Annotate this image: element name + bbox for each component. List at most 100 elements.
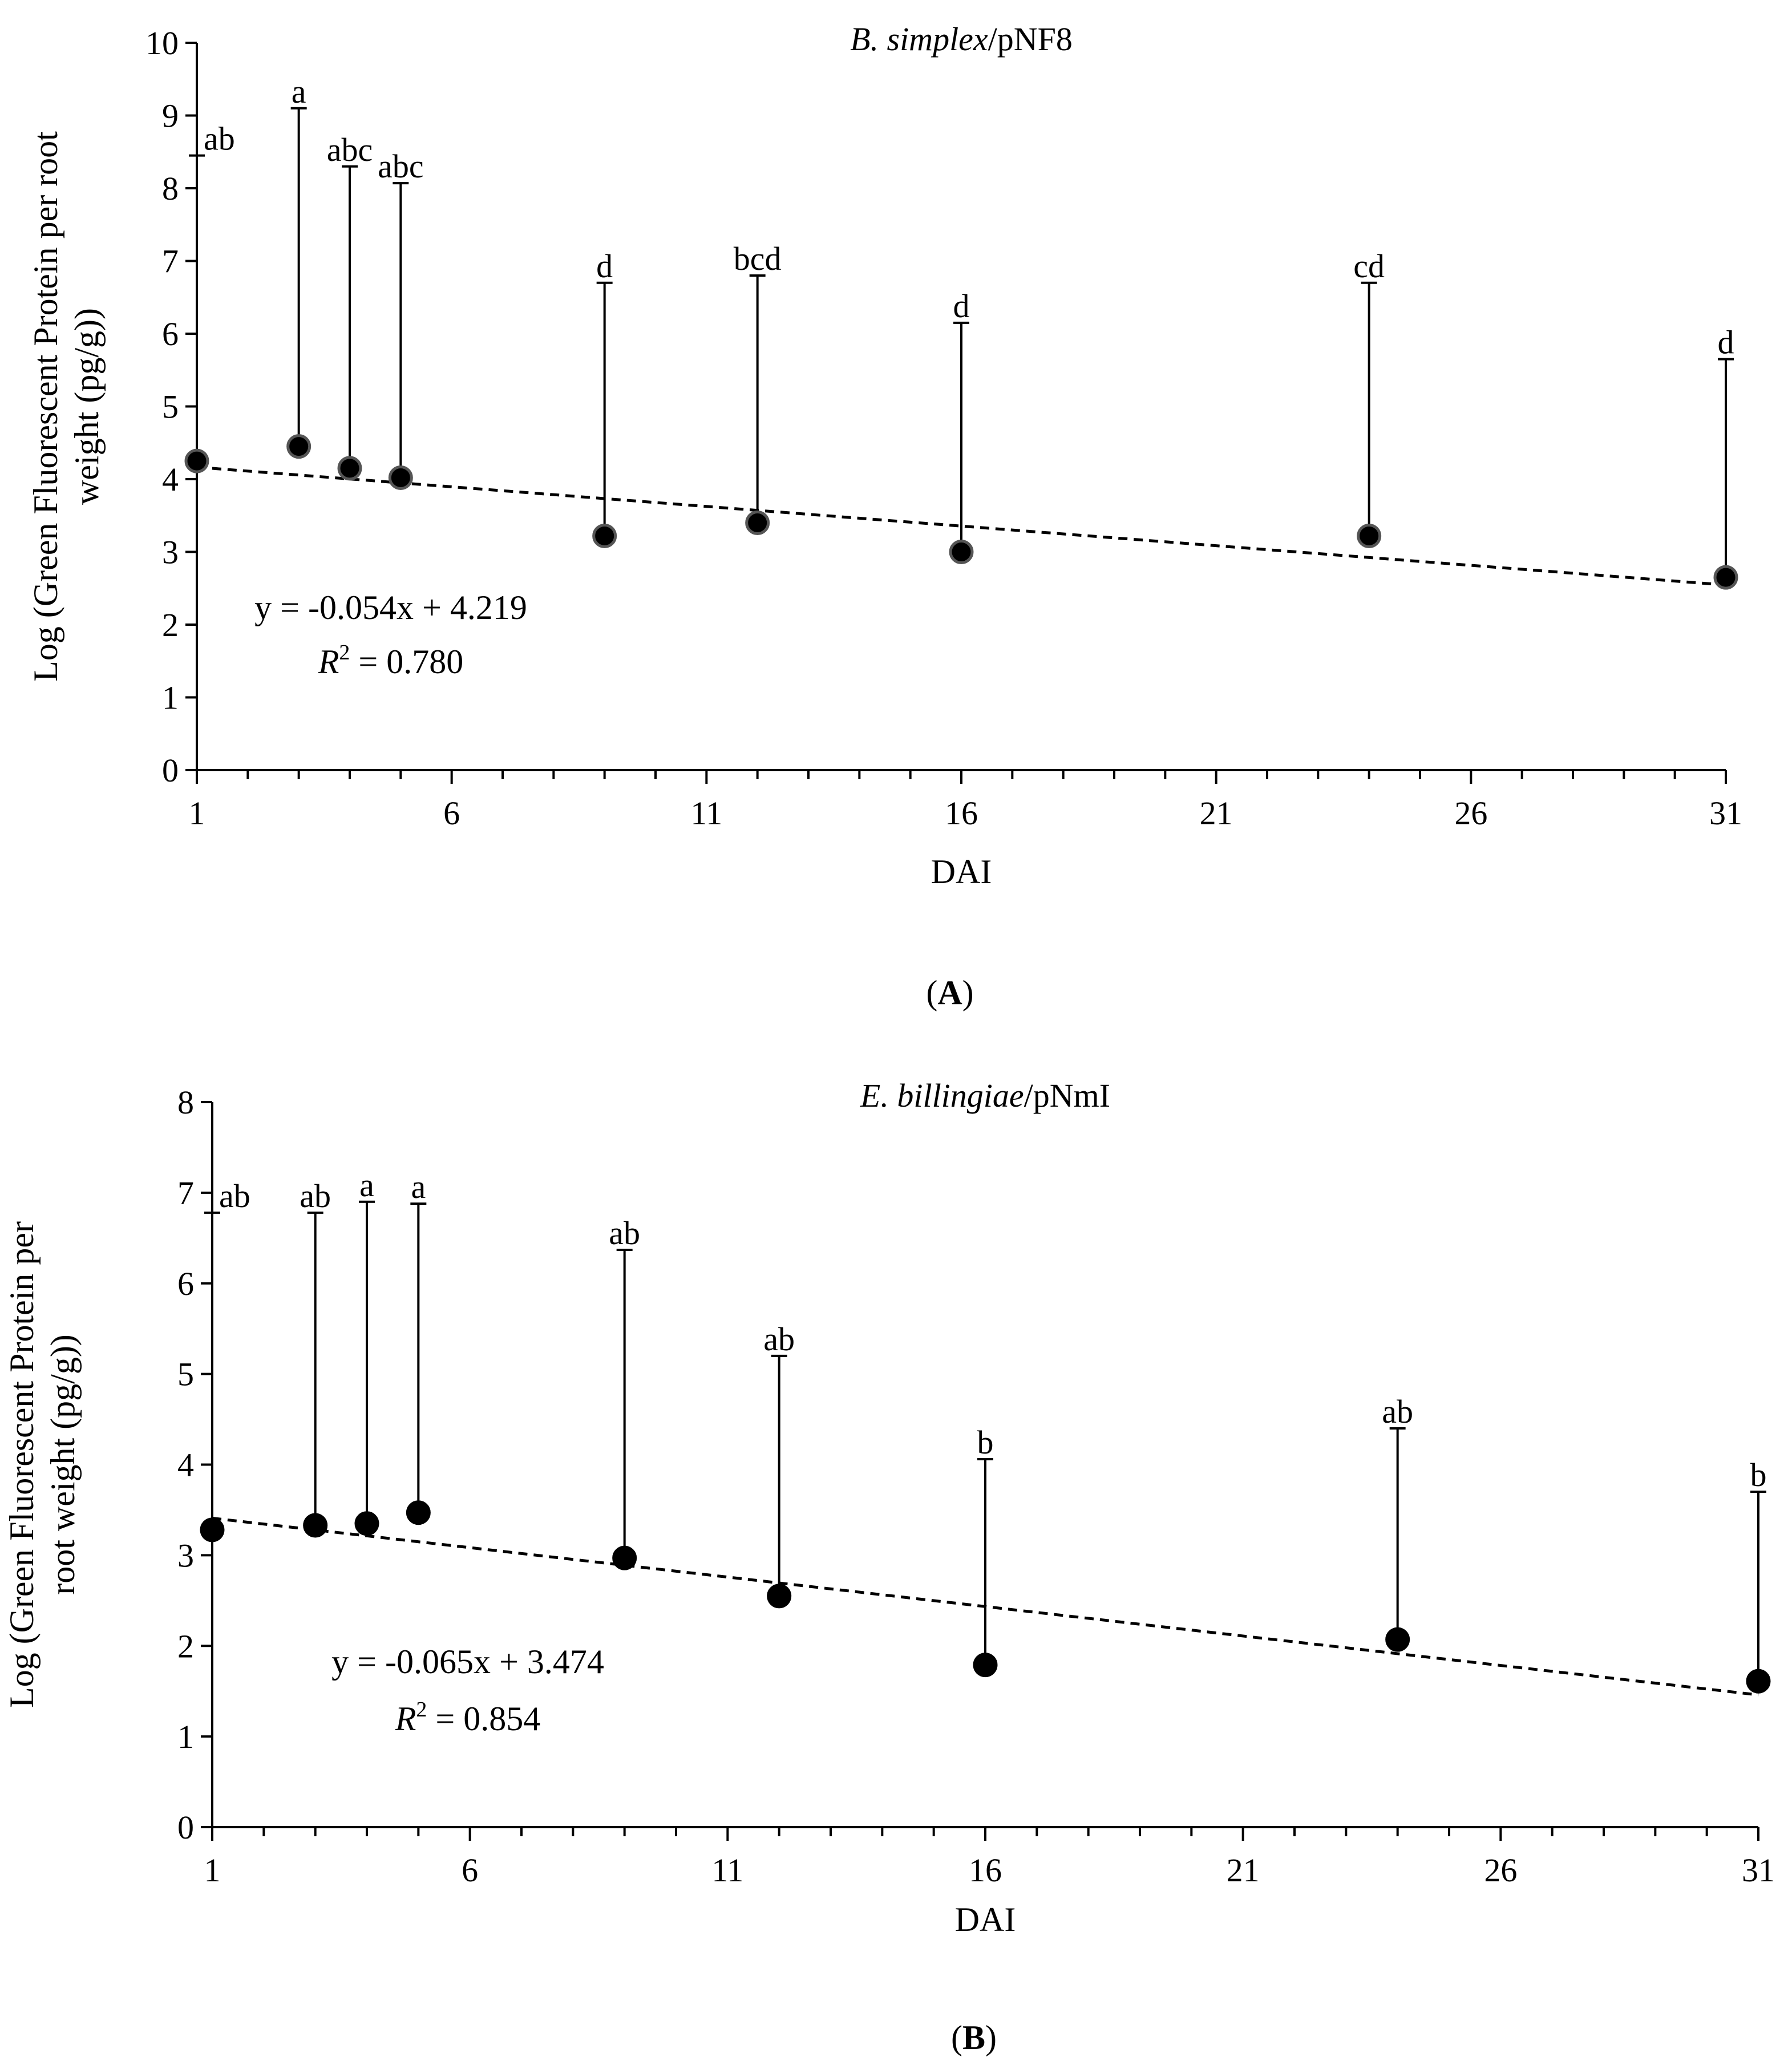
panel-label-letter: B (962, 2019, 985, 2056)
y-tick-label: 6 (162, 315, 179, 353)
panel-label: (B) (951, 2019, 997, 2056)
y-tick-label: 7 (162, 243, 179, 280)
r-squared-superscript: 2 (339, 641, 350, 665)
y-axis-title-line: root weight (pg/g)) (44, 1334, 82, 1595)
y-tick-label: 10 (145, 25, 179, 62)
data-point (354, 1511, 379, 1536)
significance-label: b (977, 1424, 994, 1461)
r-squared: R2 = 0.854 (395, 1698, 541, 1738)
y-axis-title-line: weight (pg/g)) (68, 308, 106, 505)
y-tick-label: 2 (177, 1627, 194, 1665)
x-tick-label: 11 (711, 1852, 743, 1889)
data-point (184, 448, 209, 473)
x-tick-label: 1 (189, 795, 205, 832)
y-tick-label: 8 (162, 170, 179, 207)
chart-title-plasmid: /pNmI (1024, 1077, 1110, 1114)
y-axis-title-line: Log (Green Fluorescent Protein per (3, 1221, 41, 1708)
data-point (1746, 1669, 1771, 1694)
y-tick-label: 5 (177, 1356, 194, 1393)
data-point (406, 1500, 431, 1525)
data-point (1357, 523, 1382, 548)
y-tick-label: 2 (162, 606, 179, 643)
y-tick-label: 8 (177, 1084, 194, 1121)
significance-label: d (596, 248, 613, 285)
data-point (286, 434, 312, 459)
significance-label: ab (609, 1214, 640, 1252)
panel-label-open: ( (951, 2019, 962, 2056)
y-tick-label: 9 (162, 98, 179, 135)
significance-label: d (1718, 324, 1734, 361)
x-axis-title: DAI (955, 1901, 1016, 1938)
y-tick-label: 3 (177, 1537, 194, 1574)
regression-equation: y = -0.065x + 3.474 (331, 1643, 604, 1681)
r-squared-symbol: R (395, 1700, 416, 1738)
panel-label-letter: A (937, 974, 962, 1011)
data-point (337, 456, 362, 481)
panel-label-open: ( (926, 974, 937, 1011)
y-tick-label: 0 (177, 1809, 194, 1846)
data-point (388, 465, 413, 490)
x-tick-label: 31 (1742, 1852, 1775, 1889)
regression-equation: y = -0.054x + 4.219 (254, 589, 527, 626)
chart-title-species: B. simplex (850, 21, 988, 58)
data-point (592, 523, 617, 548)
significance-label: abc (378, 148, 424, 185)
significance-label: a (292, 73, 306, 110)
r-squared-superscript: 2 (416, 1698, 427, 1722)
significance-label: a (359, 1167, 374, 1204)
y-axis-title: Log (Green Fluorescent Protein per root w… (3, 1221, 82, 1708)
significance-label: ab (204, 120, 235, 157)
x-tick-label: 26 (1484, 1852, 1517, 1889)
x-tick-label: 6 (462, 1852, 478, 1889)
x-tick-label: 11 (690, 795, 722, 832)
significance-label: cd (1353, 248, 1385, 285)
x-tick-label: 21 (1200, 795, 1233, 832)
x-tick-label: 6 (443, 795, 460, 832)
data-point (949, 540, 974, 564)
y-axis-title: Log (Green Fluorescent Protein per root w… (27, 131, 106, 682)
chart-title: E. billingiae/pNmI (860, 1077, 1110, 1114)
x-tick-label: 16 (945, 795, 978, 832)
x-tick-label: 1 (204, 1852, 221, 1889)
panel-label-close: ) (985, 2019, 997, 2056)
chart-title-species: E. billingiae (860, 1077, 1024, 1114)
x-tick-label: 16 (969, 1852, 1002, 1889)
data-point (767, 1584, 792, 1609)
y-tick-label: 5 (162, 388, 179, 426)
y-tick-label: 4 (177, 1447, 194, 1484)
significance-label: b (1750, 1456, 1767, 1493)
chart-title: B. simplex/pNF8 (850, 21, 1073, 58)
significance-label: d (953, 288, 970, 325)
r-squared-value: = 0.780 (350, 643, 463, 681)
significance-label: ab (219, 1177, 250, 1214)
data-point (612, 1545, 637, 1570)
data-point (200, 1517, 225, 1542)
data-point (745, 511, 770, 535)
significance-label: a (411, 1168, 426, 1205)
x-tick-label: 31 (1709, 795, 1742, 832)
panel-label: (A) (926, 974, 973, 1011)
r-squared: R2 = 0.780 (318, 641, 464, 681)
y-tick-label: 1 (177, 1718, 194, 1755)
y-tick-label: 6 (177, 1265, 194, 1302)
chart-title-plasmid: /pNF8 (988, 21, 1073, 58)
data-point (973, 1653, 998, 1678)
data-point (1713, 565, 1738, 590)
significance-label: bcd (734, 240, 782, 277)
significance-label: ab (763, 1321, 795, 1358)
data-point (1385, 1627, 1410, 1652)
significance-label: ab (1382, 1393, 1413, 1430)
r-squared-value: = 0.854 (427, 1700, 540, 1738)
y-tick-label: 0 (162, 752, 179, 789)
x-axis-title: DAI (931, 853, 992, 890)
significance-label: abc (327, 131, 373, 168)
x-tick-label: 26 (1454, 795, 1487, 832)
y-tick-label: 3 (162, 534, 179, 571)
r-squared-symbol: R (318, 643, 339, 681)
data-point (303, 1513, 328, 1538)
x-tick-label: 21 (1227, 1852, 1260, 1889)
